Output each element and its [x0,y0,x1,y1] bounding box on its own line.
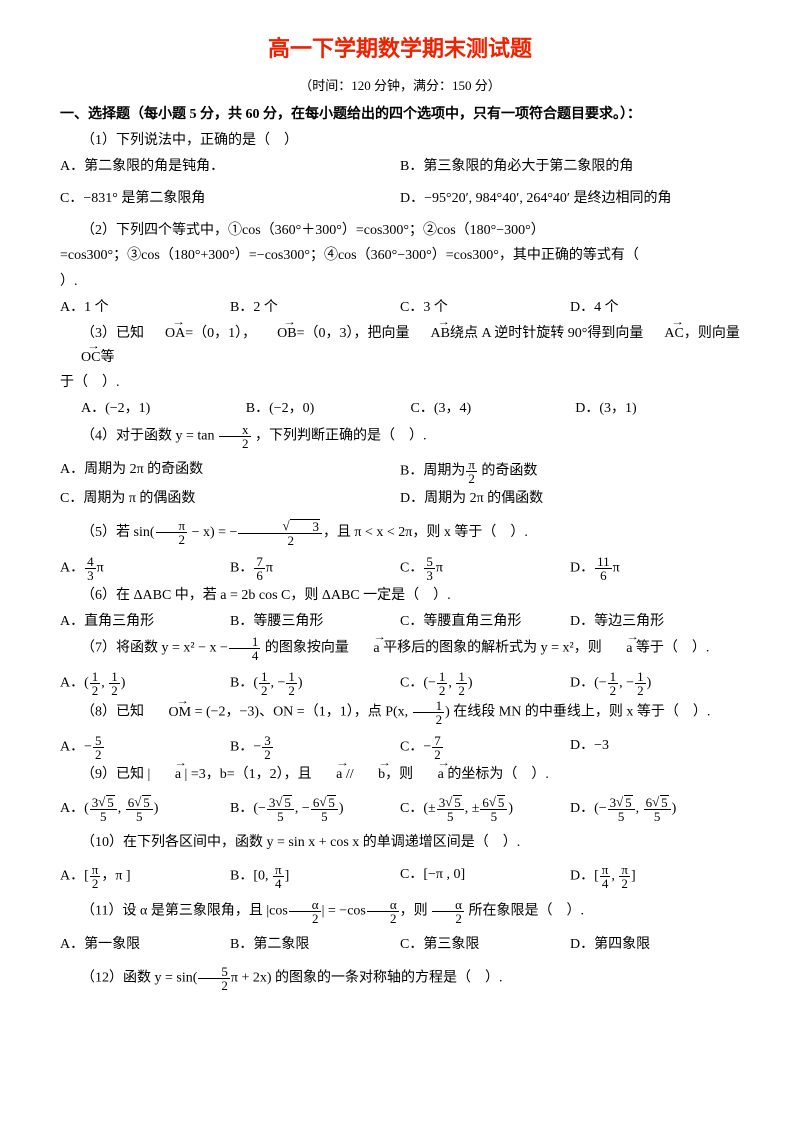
q1-A: A．第二象限的角是钝角． [60,155,400,179]
q7-C: C．(−12, 12) [400,670,570,697]
q8-A: A．−52 [60,734,230,761]
q1-options: A．第二象限的角是钝角． B．第三象限的角必大于第二象限的角 [60,155,740,179]
q5-t3: ，且 π < x < 2π，则 x 等于（ ）. [323,525,528,540]
q4-A: A．周期为 2π 的奇函数 [60,458,400,485]
q10-stem: （10）在下列各区间中，函数 y = sin x + cos x 的单调递增区间… [60,831,740,855]
page-title: 高一下学期数学期末测试题 [60,30,740,67]
q9-C: C．(±355, ±655) [400,795,570,823]
vec-a: a [352,637,379,661]
q1-C: C．−831° 是第二象限角 [60,187,400,211]
q5-stem: （5）若 sin(π2 − x) = −32，且 π < x < 2π，则 x … [60,519,740,547]
q1-options2: C．−831° 是第二象限角 D．−95°20′, 984°40′, 264°4… [60,187,740,211]
q4-t2: ，下列判断正确的是（ ）. [255,429,427,444]
q9-stem: （9）已知 | a | =3，b=（1，2），且 a // b，则 a 的坐标为… [60,763,740,787]
frac-x2: x2 [219,423,251,450]
q6-D: D．等边三角形 [570,610,740,634]
q7-D: D．(−12, −12) [570,670,740,697]
frac-pi2: π2 [466,458,477,485]
q8-stem: （8）已知 OM = (−2，−3)、ON =（1，1），点 P(x, 12) … [60,699,740,726]
q3-t5: ，则向量 [684,326,740,341]
q3-D: D．(3，1) [575,397,740,421]
subtitle: （时间：120 分钟，满分：150 分） [60,75,740,97]
q5-B: B．76π [230,555,400,582]
q3-B: B．(−2，0) [246,397,411,421]
q1-stem: （1）下列说法中，正确的是（ ） [60,129,740,153]
q3-A: A．(−2，1) [81,397,246,421]
q5-options: A．43π B．76π C．53π D．116π [60,555,740,582]
vec-om: OM [148,701,192,725]
q5-t2: − x) = − [188,525,237,540]
q6-stem: （6）在 ΔABC 中，若 a = 2b cos C，则 ΔABC 一定是（ ）… [60,584,740,608]
q2-l2: =cos300°；③cos（180°+300°）=−cos300°；④cos（3… [60,244,740,268]
q4-opts2: C．周期为 π 的偶函数 D．周期为 2π 的偶函数 [60,487,740,511]
q11-C: C．第三象限 [400,933,570,957]
q3-t3: =（0，3），把向量 [297,326,410,341]
vec-ac: AC [643,322,683,346]
section-heading: 一、选择题（每小题 5 分，共 60 分，在每小题给出的四个选项中，只有一项符合… [60,103,740,127]
q7-stem: （7）将函数 y = x² − x −14 的图象按向量 a 平移后的图象的解析… [60,635,740,662]
q2-l3: ）. [60,270,740,294]
q6-C: C．等腰直角三角形 [400,610,570,634]
q5-C: C．53π [400,555,570,582]
q5-A: A．43π [60,555,230,582]
q11-B: B．第二象限 [230,933,400,957]
q9-B: B．(−355, −655) [230,795,400,823]
q3-stem2: 于（ ）. [60,371,740,395]
q9-D: D．(−355, 655) [570,795,740,823]
q11-stem: （11）设 α 是第三象限角，且 |cosα2| = −cosα2，则 α2 所… [60,898,740,925]
q10-C: C．[−π , 0] [400,863,570,890]
q5-t1: （5）若 sin( [81,525,155,540]
vec-ob: OB [256,322,296,346]
vec-oa: OA [144,322,185,346]
q2-l1: （2）下列四个等式中，①cos（360°＋300°）=cos300°；②cos（… [60,219,740,243]
q6-A: A．直角三角形 [60,610,230,634]
q1-B: B．第三象限的角必大于第二象限的角 [400,155,740,179]
frac-pi2b: π2 [156,519,188,546]
q7-B: B．(12, −12) [230,670,400,697]
q9-options: A．(355, 655) B．(−355, −655) C．(±355, ±65… [60,795,740,823]
q10-D: D．[π4, π2] [570,863,740,890]
q5-D: D．116π [570,555,740,582]
q3-t2: =（0，1）， [185,326,256,341]
q11-options: A．第一象限 B．第二象限 C．第三象限 D．第四象限 [60,933,740,957]
q3-t4: 绕点 A 逆时针旋转 90°得到向量 [450,326,643,341]
q8-D: D．−3 [570,734,740,761]
q4-B: B．周期为π2 的奇函数 [400,458,740,485]
q3-t6: 等 [100,350,114,365]
q10-A: A．[π2，π ] [60,863,230,890]
q10-B: B．[0, π4] [230,863,400,890]
q4-stem: （4）对于函数 y = tan x2 ，下列判断正确的是（ ）. [60,423,740,450]
q3-C: C．(3，4) [411,397,576,421]
q4-opts1: A．周期为 2π 的奇函数 B．周期为π2 的奇函数 [60,458,740,485]
vec-ab: AB [410,322,450,346]
q4-C: C．周期为 π 的偶函数 [60,487,400,511]
q7-A: A．(12, 12) [60,670,230,697]
q3-stem: （3）已知OA=（0，1），OB=（0，3），把向量AB绕点 A 逆时针旋转 9… [60,322,740,370]
q4-t1: （4）对于函数 y = tan [81,429,215,444]
q3-options: A．(−2，1) B．(−2，0) C．(3，4) D．(3，1) [81,397,740,421]
q4-D: D．周期为 2π 的偶函数 [400,487,740,511]
vec-oc: OC [60,346,100,370]
q11-D: D．第四象限 [570,933,740,957]
frac-sqrt32: 32 [238,519,322,547]
q11-A: A．第一象限 [60,933,230,957]
q10-options: A．[π2，π ] B．[0, π4] C．[−π , 0] D．[π4, π2… [60,863,740,890]
q1-D: D．−95°20′, 984°40′, 264°40′ 是终边相同的角 [400,187,740,211]
q12-stem: （12）函数 y = sin(52π + 2x) 的图象的一条对称轴的方程是（ … [60,965,740,992]
q9-A: A．(355, 655) [60,795,230,823]
